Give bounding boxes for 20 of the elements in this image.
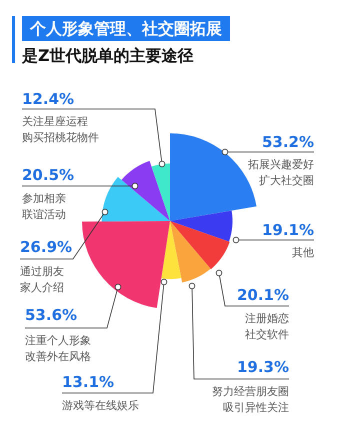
category-label: 努力经营朋友圈吸引异性关注 xyxy=(212,385,289,414)
text: 个人形象管理、社交圈拓展 xyxy=(22,16,230,41)
category-label: 关注星座运程购买招桃花物件 xyxy=(22,115,99,144)
category-label: 参加相亲联谊活动 xyxy=(22,192,66,221)
data-label: 53.6% xyxy=(25,306,78,324)
category-label: 通过朋友家人介绍 xyxy=(20,265,64,294)
data-label: 13.1% xyxy=(62,373,114,391)
data-label: 26.9% xyxy=(20,238,72,256)
category-label: 其他 xyxy=(292,246,314,259)
category-label: 注册婚恋社交软件 xyxy=(245,312,289,341)
category-label: 拓展兴趣爱好扩大社交圈 xyxy=(247,158,314,187)
data-label: 19.1% xyxy=(262,221,314,239)
data-label: 20.5% xyxy=(22,166,74,184)
category-label: 注重个人形象改善外在风格 xyxy=(25,334,91,363)
data-label: 19.3% xyxy=(236,358,289,376)
data-label: 53.2% xyxy=(262,133,314,151)
data-label: 20.1% xyxy=(236,286,289,304)
data-label: 12.4% xyxy=(22,90,74,108)
text: 是Z世代脱单的主要途径 xyxy=(22,46,194,67)
category-label: 游戏等在线娱乐 xyxy=(62,399,139,412)
